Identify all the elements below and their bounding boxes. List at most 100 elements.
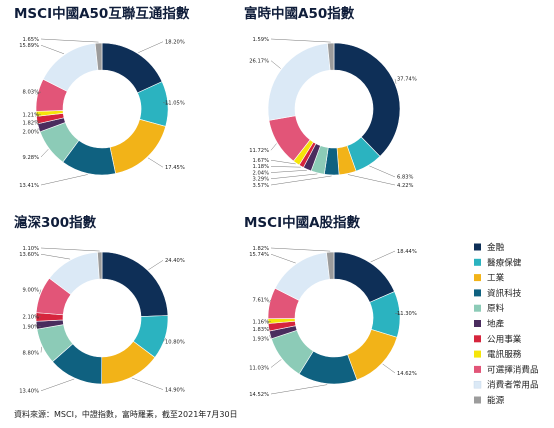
legend-swatch	[474, 258, 481, 266]
legend-label: 醫療保健	[487, 256, 522, 268]
legend-swatch	[474, 289, 481, 297]
slice-能源	[97, 251, 103, 280]
legend-item: 工業	[474, 272, 505, 284]
leader-line	[270, 166, 301, 168]
leader-line	[40, 378, 75, 392]
data-label: 13.40%	[19, 389, 39, 395]
leader-line	[40, 174, 88, 186]
leader-line	[270, 384, 328, 395]
slice-能源	[327, 42, 335, 71]
leader-line	[40, 44, 65, 55]
data-label: 14.62%	[397, 371, 417, 377]
data-label: 14.52%	[249, 392, 269, 398]
donut-chart: 1.10%13.60% 9.00% 2.10% 1.90% 8.80% 13.40% 24.…	[19, 246, 185, 395]
data-label: 1.21%	[23, 113, 40, 119]
leader-line	[40, 149, 49, 158]
data-label: 1.59%	[253, 37, 270, 43]
leader-line	[35, 113, 42, 116]
data-label: 10.80%	[165, 340, 185, 346]
chart-title: 滬深300指數	[14, 214, 97, 231]
slice-工業	[109, 118, 167, 174]
data-label: 2.04%	[253, 170, 270, 176]
data-label: 11.30%	[397, 311, 417, 317]
data-label: 8.03%	[23, 90, 40, 96]
slice-能源	[326, 251, 335, 280]
legend-label: 資訊科技	[487, 287, 522, 299]
panel-msci-a50-connect: MSCI中國A50互聯互通指數 1.65%15.89% 8.03% 1.21%1.8…	[14, 5, 190, 189]
leader-line	[270, 169, 307, 173]
legend-swatch	[474, 350, 481, 358]
slice-金融	[333, 42, 401, 157]
leader-line	[40, 346, 42, 353]
leader-line	[394, 78, 397, 84]
slice-金融	[101, 251, 169, 317]
data-label: 7.61%	[253, 298, 270, 304]
data-label: 1.65%	[23, 37, 40, 43]
data-label: 1.93%	[253, 336, 270, 342]
data-label: 13.60%	[19, 252, 39, 258]
data-label: 11.03%	[249, 365, 269, 371]
data-label: 6.83%	[397, 175, 414, 181]
legend-item: 能源	[474, 394, 505, 406]
slice-消費者常用品	[267, 43, 331, 121]
leader-line	[267, 327, 272, 330]
leader-line	[40, 38, 99, 43]
legend-swatch	[474, 335, 481, 343]
leader-line	[270, 38, 331, 43]
legend-swatch	[474, 274, 481, 282]
donut-chart: 1.59% 26.17% 11.72% 1.67%1.18%2.04%3.29%3.5…	[249, 37, 417, 189]
legend-item: 金融	[474, 241, 505, 253]
leader-line	[270, 143, 277, 151]
legend-item: 醫療保健	[474, 256, 522, 268]
leader-line	[382, 363, 396, 374]
legend-swatch	[474, 320, 481, 327]
legend-item: 可選擇消費品	[474, 363, 539, 375]
legend-swatch	[474, 304, 481, 312]
donut-chart: 1.65%15.89% 8.03% 1.21%1.82% 2.00% 9.28% 13.4…	[19, 37, 185, 189]
leader-line	[148, 260, 164, 270]
legend-item: 消費者常用品	[473, 379, 539, 391]
legend-swatch	[474, 396, 481, 404]
leader-line	[131, 377, 164, 390]
data-label: 8.80%	[23, 350, 40, 356]
data-label: 13.41%	[19, 183, 39, 189]
leader-line	[267, 320, 272, 322]
leader-line	[270, 175, 332, 186]
legend-label: 電訊服務	[487, 348, 522, 360]
legend-label: 可選擇消費品	[487, 363, 539, 375]
leader-line	[39, 289, 42, 295]
chart-title: MSCI中國A股指數	[244, 214, 361, 231]
leader-line	[370, 250, 396, 263]
data-label: 2.10%	[23, 315, 40, 321]
leader-line	[40, 253, 71, 260]
source-note: 資料來源：MSCI，中證指數，富時羅素，截至2021年7月30日	[14, 409, 238, 419]
leader-line	[394, 313, 401, 315]
data-label: 1.67%	[253, 158, 270, 164]
leader-line	[138, 41, 164, 53]
legend-swatch	[474, 243, 481, 251]
leader-line	[270, 253, 296, 264]
leader-line	[162, 337, 167, 342]
leader-line	[269, 335, 272, 339]
legend-label: 金融	[487, 241, 505, 253]
data-label: 9.00%	[23, 287, 40, 293]
chart-title: 富時中國A50指數	[244, 5, 355, 22]
legend-item: 原料	[474, 302, 505, 314]
legend-item: 公用事業	[474, 333, 522, 345]
data-label: 37.74%	[397, 77, 417, 83]
slice-能源	[94, 42, 103, 71]
data-label: 11.05%	[165, 100, 185, 106]
legend-item: 地產	[474, 318, 505, 330]
data-label: 1.83%	[253, 327, 270, 333]
data-label: 2.00%	[23, 130, 40, 136]
data-label: 1.10%	[23, 246, 40, 252]
data-label: 1.90%	[23, 325, 40, 331]
donut-chart: 1.82%15.74% 7.61% 1.16%1.83% 1.93% 11.03% 14.…	[249, 246, 417, 398]
leader-line	[40, 247, 100, 252]
legend-item: 資訊科技	[474, 287, 522, 299]
legend-label: 地產	[487, 318, 505, 330]
leader-line	[347, 174, 396, 186]
data-label: 15.89%	[19, 43, 39, 49]
